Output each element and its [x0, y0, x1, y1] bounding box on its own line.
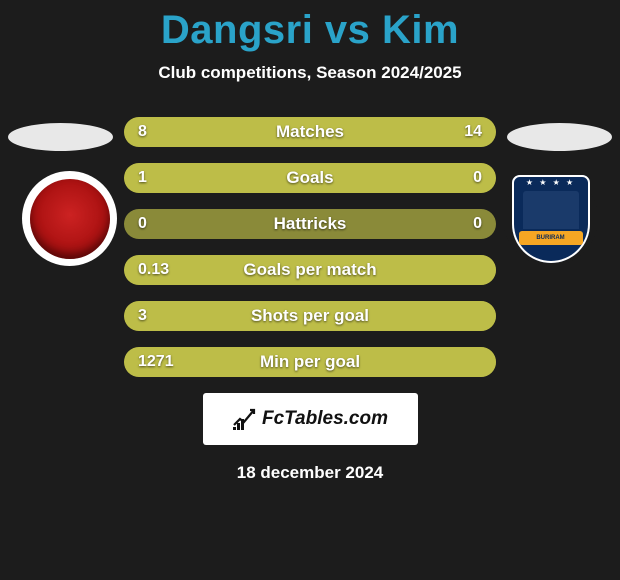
stat-row: 8Matches14: [124, 117, 496, 147]
club-badge-right-shield: ★ ★ ★ ★ BURIRAM: [512, 175, 590, 263]
club-badge-right-stars: ★ ★ ★ ★: [526, 178, 575, 187]
comparison-area: ★ ★ ★ ★ BURIRAM 8Matches141Goals00Hattri…: [0, 113, 620, 483]
page-title: Dangsri vs Kim: [0, 0, 620, 53]
flag-left: [8, 123, 113, 151]
stat-value-right: 0: [473, 209, 482, 239]
stat-row: 3Shots per goal: [124, 301, 496, 331]
stats-list: 8Matches141Goals00Hattricks00.13Goals pe…: [124, 113, 496, 377]
stat-label: Min per goal: [124, 347, 496, 377]
stat-row: 1271Min per goal: [124, 347, 496, 377]
branding-card: FcTables.com: [203, 393, 418, 445]
stat-row: 1Goals0: [124, 163, 496, 193]
club-badge-right: ★ ★ ★ ★ BURIRAM: [503, 171, 598, 266]
club-badge-left-inner: [30, 179, 110, 259]
club-badge-left: [22, 171, 117, 266]
fctables-logo-icon: [232, 407, 256, 431]
stat-value-right: 0: [473, 163, 482, 193]
stat-label: Matches: [124, 117, 496, 147]
stat-value-right: 14: [464, 117, 482, 147]
stat-row: 0Hattricks0: [124, 209, 496, 239]
stat-label: Goals: [124, 163, 496, 193]
stat-label: Shots per goal: [124, 301, 496, 331]
club-badge-right-banner: BURIRAM: [519, 231, 583, 245]
stat-label: Goals per match: [124, 255, 496, 285]
stat-row: 0.13Goals per match: [124, 255, 496, 285]
branding-text: FcTables.com: [262, 408, 388, 430]
date-text: 18 december 2024: [0, 463, 620, 483]
club-badge-right-castle: [523, 191, 579, 229]
flag-right: [507, 123, 612, 151]
stat-label: Hattricks: [124, 209, 496, 239]
subtitle: Club competitions, Season 2024/2025: [0, 63, 620, 83]
